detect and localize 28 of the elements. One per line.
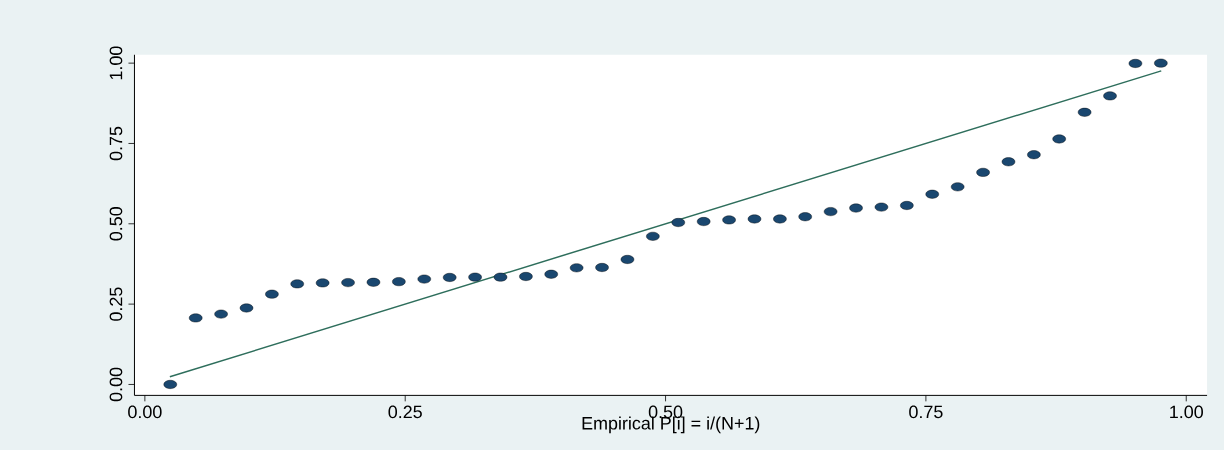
point [214,309,228,319]
x-tick-label: 1.00 [1170,405,1203,419]
point [443,272,457,282]
point [798,212,812,222]
point [189,313,203,323]
x-tick-label: 0.00 [128,405,162,419]
point [849,203,863,213]
y-tick-label: 0.25 [109,287,123,321]
point [163,379,177,389]
point [722,215,736,225]
x-tick-label: 0.25 [388,405,422,419]
x-tick-label: 0.75 [909,405,943,419]
y-tick-label: 1.00 [109,46,123,80]
point [1154,58,1168,68]
point [773,214,787,224]
point [1103,91,1117,101]
y-tick-label: 0.75 [109,126,123,161]
point [265,289,279,299]
point [1027,150,1041,160]
point [1052,134,1066,144]
point [646,231,660,241]
point [468,272,482,282]
point [290,279,304,289]
y-tick-label: 0.50 [109,206,123,241]
point [544,269,558,279]
point [417,274,431,284]
point [925,189,939,199]
point [976,167,990,177]
